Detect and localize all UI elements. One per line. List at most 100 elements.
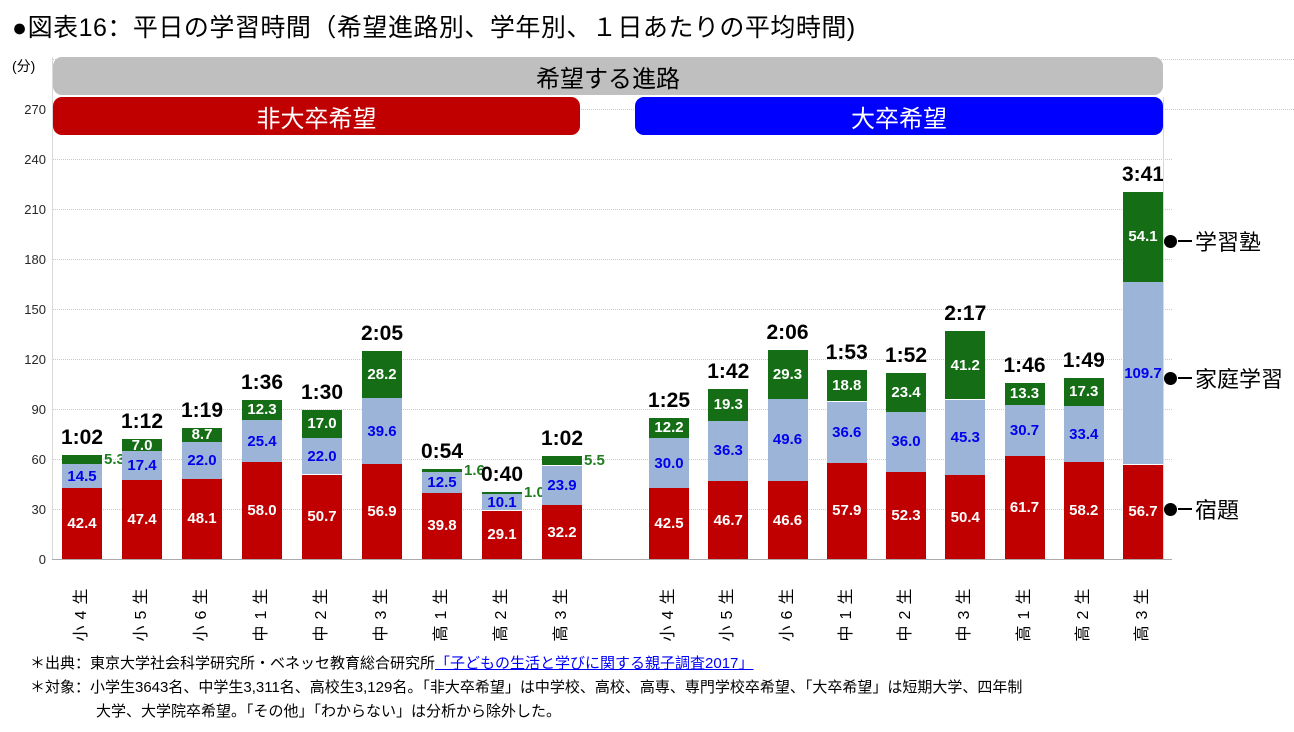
x-axis-label: 中1生 [837,582,855,642]
x-axis-label: 高3生 [1134,582,1151,642]
banner-career-path: 希望する進路 [53,57,1163,95]
bar-value-label: 33.4 [1069,425,1099,443]
gridline [52,159,1172,160]
bar-value-label: 36.0 [891,433,921,451]
x-axis-label: 小6生 [778,582,796,642]
bar-segment-宿題: 56.9 [362,464,402,559]
bar-segment-宿題: 29.1 [482,510,522,559]
bar-segment-家庭学習: 36.3 [708,420,749,482]
x-axis-line [52,559,1172,560]
bar-segment-宿題: 58.0 [242,462,282,559]
bar-value-label: 17.4 [127,457,157,474]
bar-segment-学習塾: 29.3 [767,349,808,399]
bar-segment-学習塾: 41.2 [945,330,986,400]
x-axis-label: 小5生 [719,582,737,642]
survey-link[interactable]: 「子どもの生活と学びに関する親子調査2017」 [435,655,754,672]
bar-value-label: 1.0 [524,483,545,501]
bar-segment-家庭学習: 17.4 [122,451,162,480]
legend-label-cram-school: 学習塾 [1195,230,1262,255]
bar-segment-家庭学習: 45.3 [945,399,986,475]
bar-segment-宿題: 61.7 [1004,456,1045,559]
bar-segment-宿題: 48.1 [182,478,222,559]
bar-value-label: 49.6 [772,431,803,449]
y-tick-label: 90 [31,402,46,417]
banner-college: 大卒希望 [635,97,1163,135]
x-axis-label: 高3生 [553,582,570,642]
bar-value-label: 41.2 [950,356,980,374]
x-axis-label: 小5生 [133,582,150,642]
bar-value-label: 57.9 [832,502,862,520]
bar-value-label: 46.6 [772,511,803,529]
bar-value-label: 23.9 [547,476,577,494]
legend-dot-icon [1164,234,1177,248]
bar-value-label: 58.2 [1069,502,1099,519]
bar-total-label: 0:54 [420,440,464,464]
bar-segment-家庭学習: 30.7 [1004,405,1045,457]
bar-segment-家庭学習: 22.0 [182,442,222,479]
bar-segment-家庭学習: 33.4 [1063,406,1104,462]
gridline [52,309,1172,310]
bar-value-label: 109.7 [1124,364,1162,382]
bar-segment-宿題: 56.7 [1123,464,1163,559]
gridline [52,459,1172,460]
bar-value-label: 10.1 [487,493,517,511]
legend-label-homework: 宿題 [1195,498,1240,523]
bar-value-label: 48.1 [187,510,217,528]
bar-value-label: 12.2 [654,419,684,437]
bar-total-label: 2:17 [944,301,987,325]
bar-segment-学習塾: 7.0 [122,436,162,454]
bar-segment-学習塾: 18.8 [826,370,867,402]
bar-total-label: 1:52 [884,343,928,367]
bar-segment-学習塾: 8.7 [182,427,222,442]
y-tick-label: 210 [24,202,46,217]
bar-total-label: 2:06 [766,320,809,344]
bar-segment-学習塾 [422,469,462,472]
bar-segment-家庭学習: 10.1 [482,493,522,511]
bar-total-label: 1:42 [707,359,750,383]
bar-segment-宿題: 57.9 [826,462,867,559]
bar-segment-学習塾: 54.1 [1123,191,1163,282]
bar-segment-学習塾: 28.2 [362,351,402,399]
bar-value-label: 56.7 [1128,503,1158,521]
x-axis-label: 高2生 [1074,582,1092,642]
x-axis-label: 小4生 [73,582,90,642]
banner-career-path-label: 希望する進路 [536,65,680,93]
bar-segment-宿題: 42.5 [649,488,689,559]
bar-total-label: 1:36 [240,370,284,394]
bar-value-label: 52.3 [891,506,921,524]
x-axis-label: 高1生 [1015,582,1033,642]
source-note-text: ＊出典：東京大学社会科学研究所・ベネッセ教育総合研究所 [30,655,436,672]
bar-value-label: 29.1 [487,526,517,544]
bar-segment-宿題: 50.7 [302,474,342,559]
bar-segment-家庭学習: 36.0 [886,411,926,472]
gridline [52,509,1172,510]
bar-value-label: 13.3 [1009,385,1040,403]
bar-segment-宿題: 42.4 [62,488,102,559]
y-axis-unit: (分) [12,58,36,74]
y-tick-label: 240 [24,152,46,167]
bar-value-label: 30.0 [654,454,684,472]
bar-segment-学習塾: 13.3 [1004,382,1045,405]
bar-value-label: 61.7 [1009,499,1040,517]
bar-value-label: 36.3 [713,442,743,460]
footnotes: ＊出典：東京大学社会科学研究所・ベネッセ教育総合研究所「子どもの生活と学びに関す… [30,652,1280,724]
bar-segment-学習塾: 17.3 [1063,377,1104,407]
legend-dot-icon [1164,371,1177,385]
bar-value-label: 7.0 [131,436,153,454]
bar-value-label: 36.6 [832,423,862,441]
bar-segment-学習塾 [542,456,582,466]
y-tick-label: 180 [24,252,46,267]
bar-value-label: 54.1 [1128,228,1158,246]
bar-value-label: 29.3 [772,365,803,383]
x-axis-label: 中3生 [956,582,974,642]
chart-title: ●図表16：平日の学習時間（希望進路別、学年別、１日あたりの平均時間) [12,14,856,42]
bar-value-label: 47.4 [127,511,157,528]
bar-total-label: 1:02 [540,427,584,451]
bar-value-label: 28.2 [367,366,397,384]
bar-segment-家庭学習: 39.6 [362,398,402,465]
legend-callout-line [1178,239,1192,243]
target-note-line2: 大学、大学院卒希望。「その他」「わからない」は分析から除外した。 [96,703,562,720]
bar-segment-学習塾 [62,455,102,465]
bar-segment-家庭学習: 49.6 [767,398,808,482]
